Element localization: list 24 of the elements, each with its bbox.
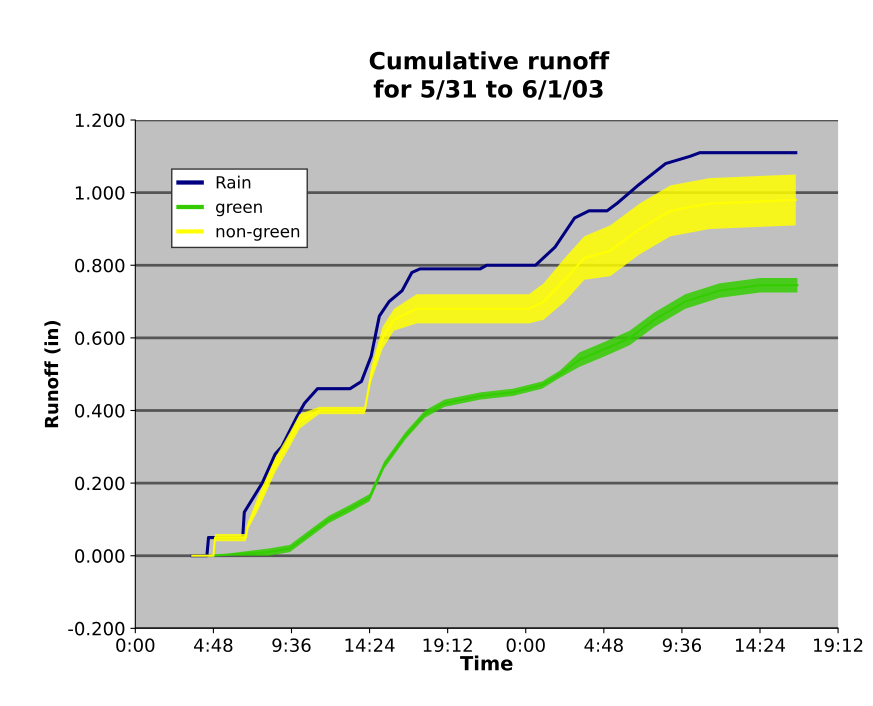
y-tick-label: 0.200 bbox=[75, 476, 124, 490]
legend-label: Rain bbox=[216, 176, 250, 189]
x-tick-label: 14:24 bbox=[346, 638, 395, 652]
y-tick-label: 1.200 bbox=[76, 113, 124, 128]
x-tick-label: 19:12 bbox=[814, 638, 862, 652]
y-axis-title: Runoff (in) bbox=[44, 320, 60, 428]
legend-label: green bbox=[216, 203, 262, 216]
x-tick-label: 19:12 bbox=[424, 638, 472, 652]
x-tick-label: 0:00 bbox=[116, 638, 154, 652]
legend-label: non-green bbox=[216, 228, 300, 241]
x-tick-label: 9:36 bbox=[662, 638, 702, 652]
x-tick-label: 4:48 bbox=[584, 638, 623, 652]
x-axis-title: Time bbox=[460, 656, 512, 671]
x-tick-label: 9:36 bbox=[272, 638, 311, 652]
y-tick-label: 0.600 bbox=[75, 331, 124, 345]
y-tick-label: 1.000 bbox=[76, 186, 124, 200]
y-tick-label: -0.200 bbox=[68, 622, 124, 636]
chart-title: Cumulative runoff for 5/31 to 6/1/03 bbox=[370, 51, 610, 100]
x-tick-label: 0:00 bbox=[506, 638, 545, 652]
y-tick-label: 0.400 bbox=[75, 404, 124, 418]
x-tick-label: 4:48 bbox=[194, 638, 232, 652]
y-tick-label: 0.800 bbox=[75, 258, 124, 272]
x-tick-label: 14:24 bbox=[736, 638, 785, 652]
y-tick-label: 0.000 bbox=[75, 549, 124, 563]
